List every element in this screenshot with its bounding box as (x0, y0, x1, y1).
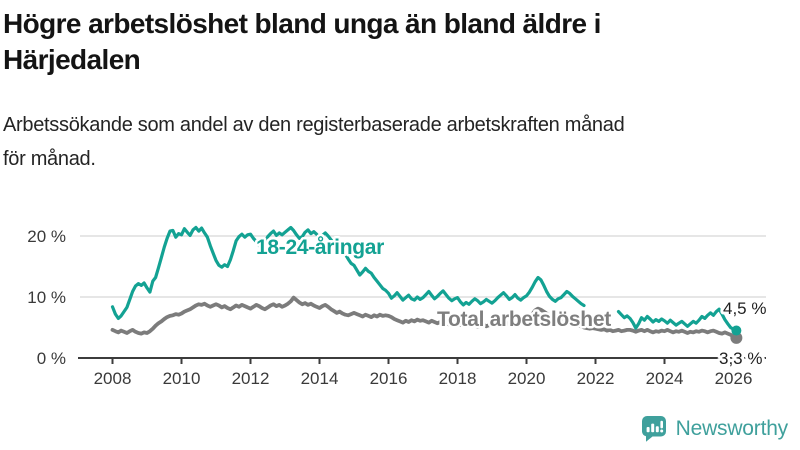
x-axis-tick-label: 2022 (577, 369, 615, 388)
page-subtitle: Arbetssökande som andel av den registerb… (3, 114, 625, 170)
y-axis-tick-label: 10 % (27, 288, 66, 307)
axis-layer: 0 % 10 % 20 % 2008 2010 2012 2014 2016 2018 2020 2… (27, 227, 766, 388)
x-axis-tick-label: 2012 (232, 369, 270, 388)
chart-header: Högre arbetslöshet bland unga än bland ä… (3, 6, 783, 176)
y-axis-tick-label: 0 % (37, 349, 66, 368)
x-axis-tick-label: 2016 (370, 369, 408, 388)
x-axis-tick-label: 2018 (439, 369, 477, 388)
gridlines-layer (80, 235, 766, 298)
page-title: Högre arbetslöshet bland unga än bland ä… (3, 8, 601, 75)
x-axis-tick-label: 2010 (163, 369, 201, 388)
end-dot-total (730, 331, 743, 344)
end-value-label-total: 3,3 % (719, 349, 762, 368)
x-axis-tick-label: 2024 (646, 369, 684, 388)
newsworthy-speech-bubble-bar-chart-icon (641, 416, 666, 442)
x-axis-tick-label: 2014 (301, 369, 339, 388)
x-axis-tick-label: 2026 (715, 369, 753, 388)
x-axis-tick-label: 2020 (508, 369, 546, 388)
series-label-youth: 18-24-åringar (256, 236, 384, 259)
series-lines-layer (110, 225, 739, 340)
end-value-label-youth: 4,5 % (723, 299, 766, 318)
annotations-layer: 18-24-åringar Total arbetslöshet 4,5 % 3,3 … (254, 234, 770, 372)
y-axis-tick-label: 20 % (27, 227, 66, 246)
x-axis-tick-label: 2008 (94, 369, 132, 388)
series-line-total (110, 295, 739, 340)
series-label-total: Total arbetslöshet (437, 308, 611, 331)
newsworthy-logo: Newsworthy (639, 414, 788, 443)
newsworthy-wordmark: Newsworthy (675, 416, 789, 440)
end-dot-youth (731, 325, 742, 336)
series-line-youth (110, 225, 738, 333)
